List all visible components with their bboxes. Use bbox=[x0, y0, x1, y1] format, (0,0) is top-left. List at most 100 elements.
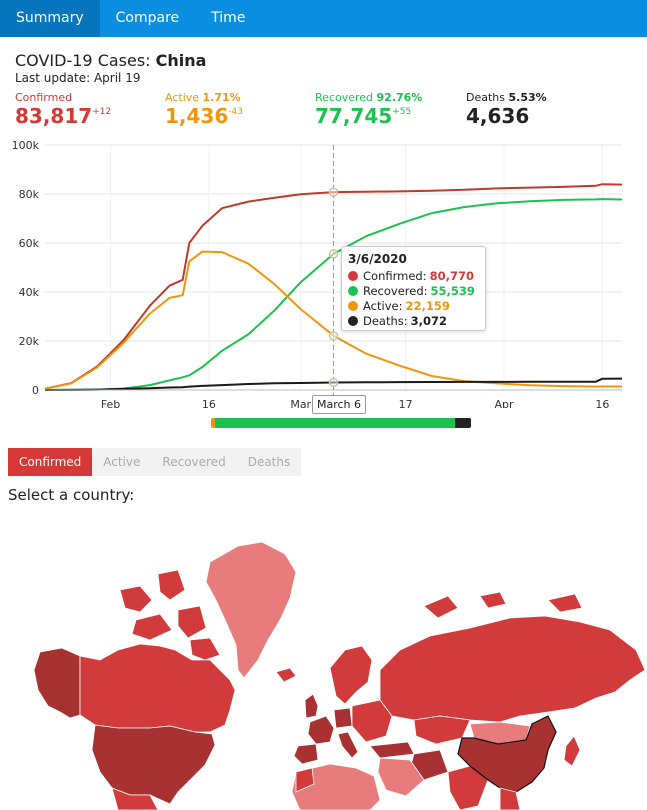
deaths-dot-icon bbox=[348, 315, 358, 326]
cat-tab-deaths[interactable]: Deaths bbox=[236, 448, 302, 476]
map-country-north-africa[interactable] bbox=[291, 763, 381, 810]
tooltip-row-deaths: Deaths: 3,072 bbox=[348, 313, 479, 328]
title-prefix: COVID-19 Cases: bbox=[15, 51, 156, 70]
map-country-mexico[interactable] bbox=[111, 787, 159, 810]
x-tick-label: 17 bbox=[399, 398, 413, 408]
stat-deaths-label: Deaths 5.53% bbox=[466, 91, 547, 104]
cursor-point-recovered bbox=[328, 249, 339, 259]
map-country-scandinavia[interactable] bbox=[329, 645, 373, 705]
y-tick-label: 20k bbox=[19, 335, 40, 348]
stat-confirmed-label: Confirmed bbox=[15, 91, 73, 104]
map-country-iceland[interactable] bbox=[275, 667, 297, 683]
map-canada-islands[interactable] bbox=[119, 569, 221, 661]
recovered-dot-icon bbox=[348, 285, 358, 296]
tooltip-label-confirmed: Confirmed: bbox=[363, 268, 427, 283]
series-line-deaths bbox=[44, 377, 623, 391]
slider-segment-1 bbox=[214, 418, 456, 428]
slider-segment-0 bbox=[211, 418, 215, 428]
stat-active-label: Active 1.71% bbox=[165, 91, 243, 104]
time-range-slider[interactable] bbox=[211, 418, 471, 428]
tooltip-row-confirmed: Confirmed: 80,770 bbox=[348, 268, 479, 283]
slider-segment-2 bbox=[455, 418, 471, 428]
cases-line-chart[interactable]: 0 20k 40k 60k 80k 100k Feb 16 Mar 17 Apr 16 bbox=[0, 138, 647, 408]
confirmed-number: 83,817 bbox=[15, 104, 93, 128]
map-country-france[interactable] bbox=[307, 715, 335, 745]
stat-confirmed: Confirmed 83,817+12 bbox=[15, 91, 111, 128]
tooltip-value-confirmed: 80,770 bbox=[429, 268, 474, 283]
recovered-delta: +55 bbox=[392, 107, 412, 117]
confirmed-delta: +12 bbox=[92, 107, 112, 117]
active-label-text: Active bbox=[165, 91, 200, 104]
map-country-uk[interactable] bbox=[304, 693, 319, 719]
y-tick-label: 0 bbox=[32, 384, 39, 397]
stat-deaths: Deaths 5.53% 4,636 bbox=[466, 91, 547, 128]
stat-recovered: Recovered 92.76% 77,745+55 bbox=[315, 91, 422, 128]
deaths-pct: 5.53% bbox=[508, 91, 547, 104]
recovered-label-text: Recovered bbox=[315, 91, 374, 104]
title-country: China bbox=[155, 51, 207, 70]
map-country-italy[interactable] bbox=[337, 731, 359, 759]
tooltip-row-active: Active: 22,159 bbox=[348, 298, 479, 313]
tooltip-label-recovered: Recovered: bbox=[363, 283, 428, 298]
world-map[interactable] bbox=[0, 510, 647, 810]
stat-confirmed-value: 83,817+12 bbox=[15, 104, 111, 128]
chart-tooltip: 3/6/2020 Confirmed: 80,770 Recovered: 55,5… bbox=[341, 246, 486, 331]
y-tick-label: 40k bbox=[19, 286, 40, 299]
map-country-middle-east[interactable] bbox=[377, 757, 425, 797]
top-nav: Summary Compare Time bbox=[0, 0, 647, 37]
x-tick-label: 16 bbox=[595, 398, 609, 408]
deaths-number: 4,636 bbox=[466, 104, 530, 128]
map-country-morocco[interactable] bbox=[295, 767, 315, 793]
map-country-greenland[interactable] bbox=[205, 541, 297, 679]
x-tick-label: Mar bbox=[290, 398, 311, 408]
map-country-japan[interactable] bbox=[563, 735, 581, 767]
active-dot-icon bbox=[348, 300, 358, 311]
deaths-label-text: Deaths bbox=[466, 91, 505, 104]
tooltip-value-active: 22,159 bbox=[405, 298, 450, 313]
stat-recovered-value: 77,745+55 bbox=[315, 104, 422, 128]
map-country-usa[interactable] bbox=[91, 724, 216, 805]
cursor-point-confirmed bbox=[328, 187, 339, 197]
x-tick-label: 16 bbox=[202, 398, 216, 408]
recovered-number: 77,745 bbox=[315, 104, 393, 128]
active-number: 1,436 bbox=[165, 104, 229, 128]
tab-compare[interactable]: Compare bbox=[115, 10, 180, 26]
x-tick-label: Feb bbox=[101, 398, 120, 408]
cat-tab-confirmed[interactable]: Confirmed bbox=[8, 448, 93, 476]
last-update: Last update: April 19 bbox=[15, 71, 141, 85]
cursor-point-deaths bbox=[328, 377, 339, 388]
stat-recovered-label: Recovered 92.76% bbox=[315, 91, 422, 104]
cat-tab-recovered[interactable]: Recovered bbox=[151, 448, 237, 476]
tooltip-date: 3/6/2020 bbox=[348, 252, 407, 266]
map-country-southeast-asia[interactable] bbox=[499, 787, 521, 810]
active-delta: -43 bbox=[228, 107, 243, 117]
cat-tab-active[interactable]: Active bbox=[92, 448, 152, 476]
series-line-active bbox=[44, 250, 623, 390]
cursor-point-active bbox=[328, 330, 339, 341]
map-country-china[interactable] bbox=[457, 715, 557, 793]
map-russia-islands[interactable] bbox=[423, 591, 583, 619]
tooltip-label-active: Active: bbox=[363, 298, 403, 313]
y-tick-label: 80k bbox=[19, 188, 40, 201]
tab-summary[interactable]: Summary bbox=[0, 0, 100, 37]
tooltip-value-deaths: 3,072 bbox=[410, 313, 448, 328]
select-country-label: Select a country: bbox=[8, 486, 135, 504]
map-country-russia[interactable] bbox=[379, 615, 646, 723]
map-country-alaska[interactable] bbox=[33, 647, 81, 719]
x-cursor-label: March 6 bbox=[312, 395, 367, 414]
map-country-turkey[interactable] bbox=[369, 741, 415, 759]
confirmed-dot-icon bbox=[348, 270, 358, 281]
tooltip-row-recovered: Recovered: 55,539 bbox=[348, 283, 479, 298]
tooltip-value-recovered: 55,539 bbox=[430, 283, 475, 298]
category-tabs: Confirmed Active Recovered Deaths bbox=[8, 448, 302, 476]
y-tick-label: 60k bbox=[19, 237, 40, 250]
tab-time[interactable]: Time bbox=[211, 10, 246, 26]
stat-deaths-value: 4,636 bbox=[466, 104, 547, 128]
x-tick-label: Apr bbox=[494, 398, 514, 408]
series-line-confirmed bbox=[44, 183, 623, 390]
map-country-spain[interactable] bbox=[293, 743, 319, 765]
recovered-pct: 92.76% bbox=[376, 91, 423, 104]
map-country-germany[interactable] bbox=[333, 707, 353, 729]
stat-active-value: 1,436-43 bbox=[165, 104, 243, 128]
page-title: COVID-19 Cases: China bbox=[15, 51, 206, 70]
